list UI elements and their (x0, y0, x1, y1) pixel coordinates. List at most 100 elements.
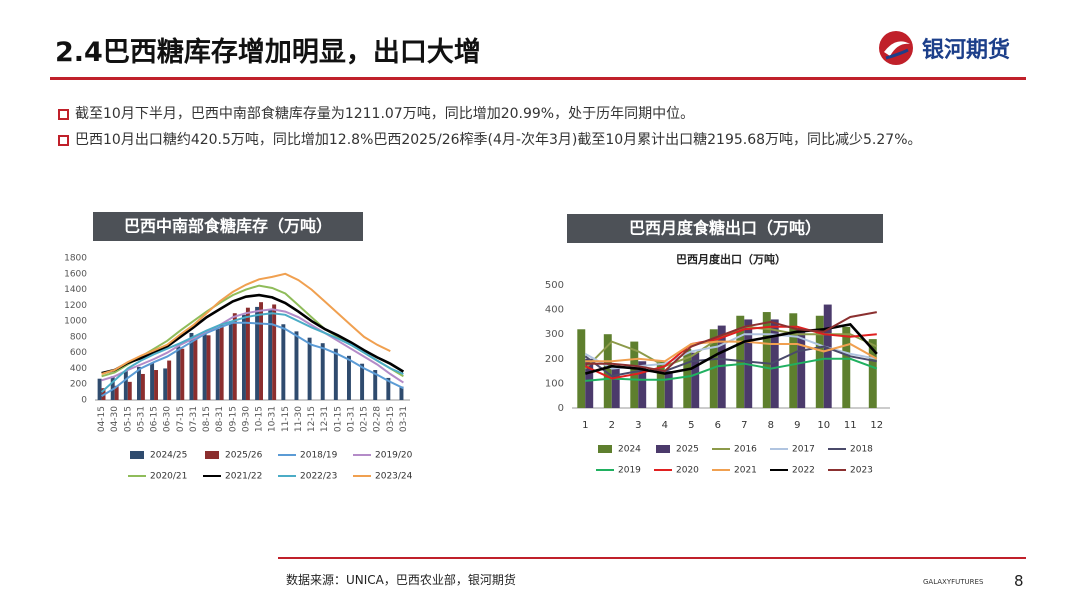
y-tick-label: 200 (545, 354, 564, 365)
x-tick-label: 01-15 (333, 406, 343, 432)
y-tick-label: 0 (558, 403, 564, 414)
bar (272, 304, 277, 400)
bar (823, 304, 832, 408)
line (584, 325, 877, 380)
footer-rule (278, 557, 1026, 559)
bar (228, 322, 233, 400)
line (584, 333, 877, 370)
x-tick-label: 04-30 (110, 406, 120, 432)
legend-swatch (130, 451, 144, 459)
bar (307, 337, 312, 400)
x-tick-label: 07-15 (176, 406, 186, 432)
bar (347, 355, 351, 400)
legend-label: 2023/24 (375, 472, 413, 482)
bar (268, 309, 273, 400)
bar (123, 370, 128, 400)
y-tick-label: 500 (545, 280, 564, 291)
line (584, 345, 877, 378)
legend-label: 2018 (850, 445, 873, 455)
x-tick-label: 08-31 (215, 406, 225, 432)
bar (281, 324, 286, 400)
line (101, 293, 405, 375)
line (585, 311, 877, 373)
y-tick-label: 0 (81, 396, 87, 406)
bar (770, 319, 779, 408)
y-tick-label: 400 (545, 305, 564, 316)
bar (585, 358, 594, 408)
bar (110, 376, 115, 400)
bar (219, 325, 224, 400)
legend-label: 2024/25 (150, 451, 187, 461)
bar (294, 331, 299, 400)
bar (373, 370, 378, 400)
legend-swatch (205, 451, 219, 459)
bar (797, 328, 806, 408)
bullet-text: 巴西10月出口糖约420.5万吨，同比增加12.8%巴西2025/26榨季(4月… (75, 132, 922, 148)
legend-label: 2020/21 (150, 472, 187, 482)
y-tick-label: 600 (70, 348, 87, 358)
y-tick-label: 400 (70, 364, 87, 374)
bar (206, 335, 211, 400)
legend-label: 2017 (792, 445, 815, 455)
bar (683, 348, 692, 408)
bar (193, 338, 198, 400)
bar (656, 361, 665, 408)
x-tick-label: 02-28 (373, 406, 383, 432)
x-tick-label: 4 (662, 420, 668, 431)
bar (789, 313, 798, 408)
x-tick-label: 11-30 (294, 406, 304, 432)
x-tick-label: 10-15 (255, 406, 265, 432)
logo-icon (879, 31, 913, 65)
legend-label: 2022 (792, 466, 815, 476)
x-tick-label: 05-15 (123, 406, 133, 432)
x-tick-label: 12-31 (320, 406, 330, 432)
x-tick-label: 02-15 (360, 406, 370, 432)
bar (232, 313, 237, 400)
bar (691, 352, 700, 408)
x-tick-label: 09-15 (228, 406, 238, 432)
chart-header: 巴西月度食糖出口（万吨） (629, 219, 821, 238)
legend-label: 2021/22 (225, 472, 262, 482)
bar (611, 368, 620, 408)
y-tick-label: 300 (545, 329, 564, 340)
bar (320, 343, 325, 400)
chart-header-bg (567, 214, 883, 243)
x-tick-label: 1 (582, 420, 588, 431)
x-tick-label: 09-30 (241, 406, 251, 432)
x-tick-label: 07-31 (189, 406, 199, 432)
y-tick-label: 1000 (64, 317, 87, 327)
x-tick-label: 12-15 (307, 406, 317, 432)
x-tick-label: 8 (768, 420, 774, 431)
line (585, 357, 878, 382)
chart-header-bg (93, 212, 363, 241)
logo-text: 银河期货 (922, 38, 1011, 63)
x-tick-label: 05-31 (136, 406, 146, 432)
bar (242, 314, 246, 400)
legend-label: 2022/23 (300, 472, 337, 482)
bar (868, 339, 877, 408)
y-tick-label: 1800 (64, 254, 87, 264)
line (101, 272, 391, 375)
bar (127, 381, 132, 400)
bullet-marker (58, 135, 69, 146)
bar (577, 329, 586, 408)
bullet-text: 截至10月下半月，巴西中南部食糖库存量为1211.07万吨，同比增加20.99%… (75, 106, 695, 122)
bar (176, 346, 181, 400)
bar (167, 360, 172, 400)
legend-label: 2025/26 (225, 451, 263, 461)
bar (154, 370, 158, 400)
x-tick-label: 06-15 (150, 406, 160, 432)
x-tick-label: 7 (741, 420, 747, 431)
brand: GALAXYFUTURES (923, 578, 984, 586)
chart-title: 巴西月度出口（万吨） (676, 252, 786, 266)
bar (150, 362, 155, 400)
chart-header: 巴西中南部食糖库存（万吨） (124, 217, 332, 236)
y-tick-label: 200 (70, 380, 87, 390)
x-tick-label: 01-31 (346, 406, 356, 432)
x-tick-label: 3 (635, 420, 641, 431)
bar (815, 315, 824, 408)
line (101, 308, 404, 384)
y-tick-label: 1200 (64, 301, 87, 311)
